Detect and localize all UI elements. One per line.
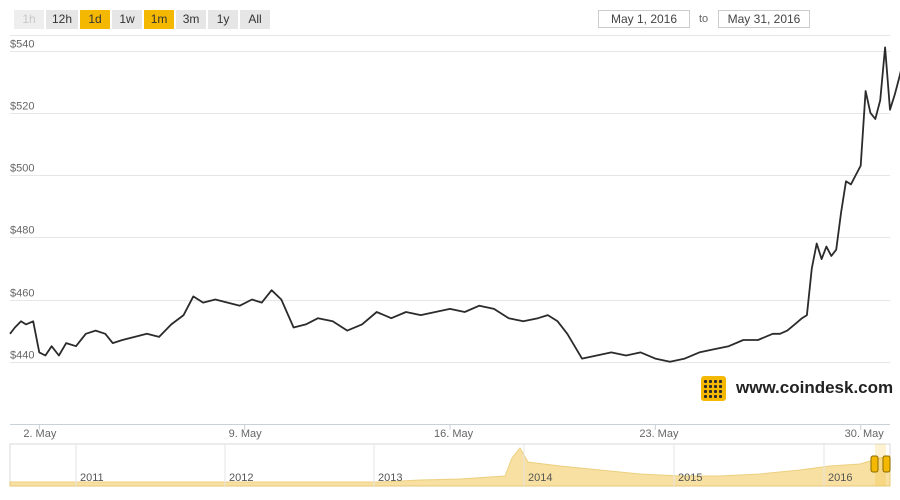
date-to-input[interactable]: [718, 10, 810, 28]
range-button-1h[interactable]: 1h: [14, 10, 44, 29]
navigator-handle-right[interactable]: [882, 455, 891, 473]
x-tick-label: 23. May: [639, 428, 679, 440]
navigator-year-label: 2014: [528, 472, 552, 484]
x-tick-label: 2. May: [23, 428, 57, 440]
navigator-selection: [875, 444, 886, 486]
x-tick-label: 30. May: [845, 428, 885, 440]
y-tick-label: $440: [10, 350, 34, 362]
range-button-3m[interactable]: 3m: [176, 10, 207, 29]
x-tick-label: 9. May: [229, 428, 263, 440]
range-button-all[interactable]: All: [240, 10, 271, 29]
y-tick-label: $480: [10, 225, 34, 237]
date-range-to-label: to: [699, 13, 709, 25]
y-tick-label: $520: [10, 101, 34, 113]
y-tick-label: $540: [10, 39, 34, 51]
navigator-handle-left[interactable]: [870, 455, 879, 473]
range-button-1y[interactable]: 1y: [208, 10, 239, 29]
coindesk-logo-icon: [701, 375, 726, 401]
range-button-1w[interactable]: 1w: [112, 10, 143, 29]
navigator-year-label: 2013: [378, 472, 402, 484]
range-button-12h[interactable]: 12h: [46, 10, 79, 29]
coindesk-logo-text: www.coindesk.com: [736, 378, 894, 397]
range-button-1m[interactable]: 1m: [144, 10, 175, 29]
navigator-year-label: 2015: [678, 472, 702, 484]
y-tick-label: $460: [10, 288, 34, 300]
range-button-1d[interactable]: 1d: [80, 10, 111, 29]
navigator-year-label: 2012: [229, 472, 253, 484]
coindesk-logo[interactable]: www.coindesk.com: [701, 375, 893, 401]
date-from-input[interactable]: [598, 10, 690, 28]
x-tick-label: 16. May: [434, 428, 474, 440]
navigator-panel: 2011 2012 2013 2014 2015 2016: [9, 443, 891, 487]
price-series-line: [9, 46, 900, 363]
range-selector: 1h 12h 1d 1w 1m 3m 1y All: [14, 10, 271, 30]
navigator-year-label: 2011: [80, 472, 104, 484]
navigator-year-label: 2016: [828, 472, 852, 484]
y-tick-label: $500: [10, 163, 34, 175]
